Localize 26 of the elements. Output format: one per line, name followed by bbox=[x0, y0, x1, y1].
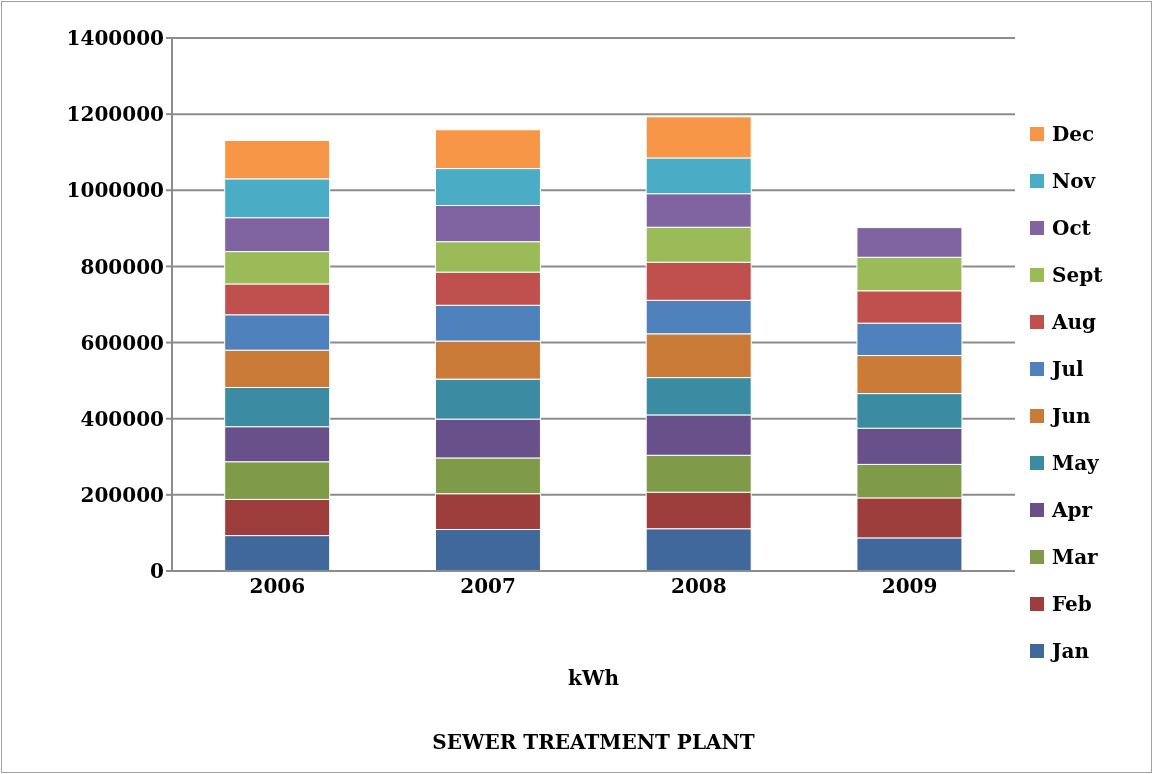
legend-label: Jun bbox=[1052, 403, 1091, 428]
y-tick-label: 1400000 bbox=[66, 26, 164, 51]
legend-label: Aug bbox=[1052, 309, 1097, 334]
y-tick-label: 1000000 bbox=[66, 178, 164, 203]
y-tick-label: 800000 bbox=[80, 254, 164, 279]
x-axis-title: kWh bbox=[567, 666, 620, 690]
x-tick-label: 2009 bbox=[881, 574, 938, 599]
x-tick-label: 2006 bbox=[249, 574, 306, 599]
legend-label: May bbox=[1052, 450, 1099, 475]
y-tick-label: 200000 bbox=[80, 482, 164, 507]
y-tick-label: 1200000 bbox=[66, 102, 164, 127]
legend-label: Oct bbox=[1052, 215, 1091, 240]
legend-label: Dec bbox=[1052, 121, 1095, 146]
text: SEWER TREATMENT PLANT bbox=[431, 730, 756, 754]
legend-label: Sept bbox=[1052, 262, 1103, 287]
y-tick-label: 0 bbox=[150, 559, 164, 584]
x-tick-label: 2007 bbox=[460, 574, 516, 599]
y-tick-label: 600000 bbox=[80, 330, 164, 355]
legend-label: Jul bbox=[1052, 356, 1084, 381]
x-tick-label: 2008 bbox=[671, 574, 727, 599]
y-tick-label: 400000 bbox=[80, 406, 164, 431]
legend-label: Mar bbox=[1052, 544, 1098, 569]
legend-label: Jan bbox=[1052, 638, 1089, 663]
legend-label: Feb bbox=[1052, 591, 1092, 616]
legend-label: Apr bbox=[1052, 497, 1093, 522]
legend-label: Nov bbox=[1052, 168, 1096, 193]
